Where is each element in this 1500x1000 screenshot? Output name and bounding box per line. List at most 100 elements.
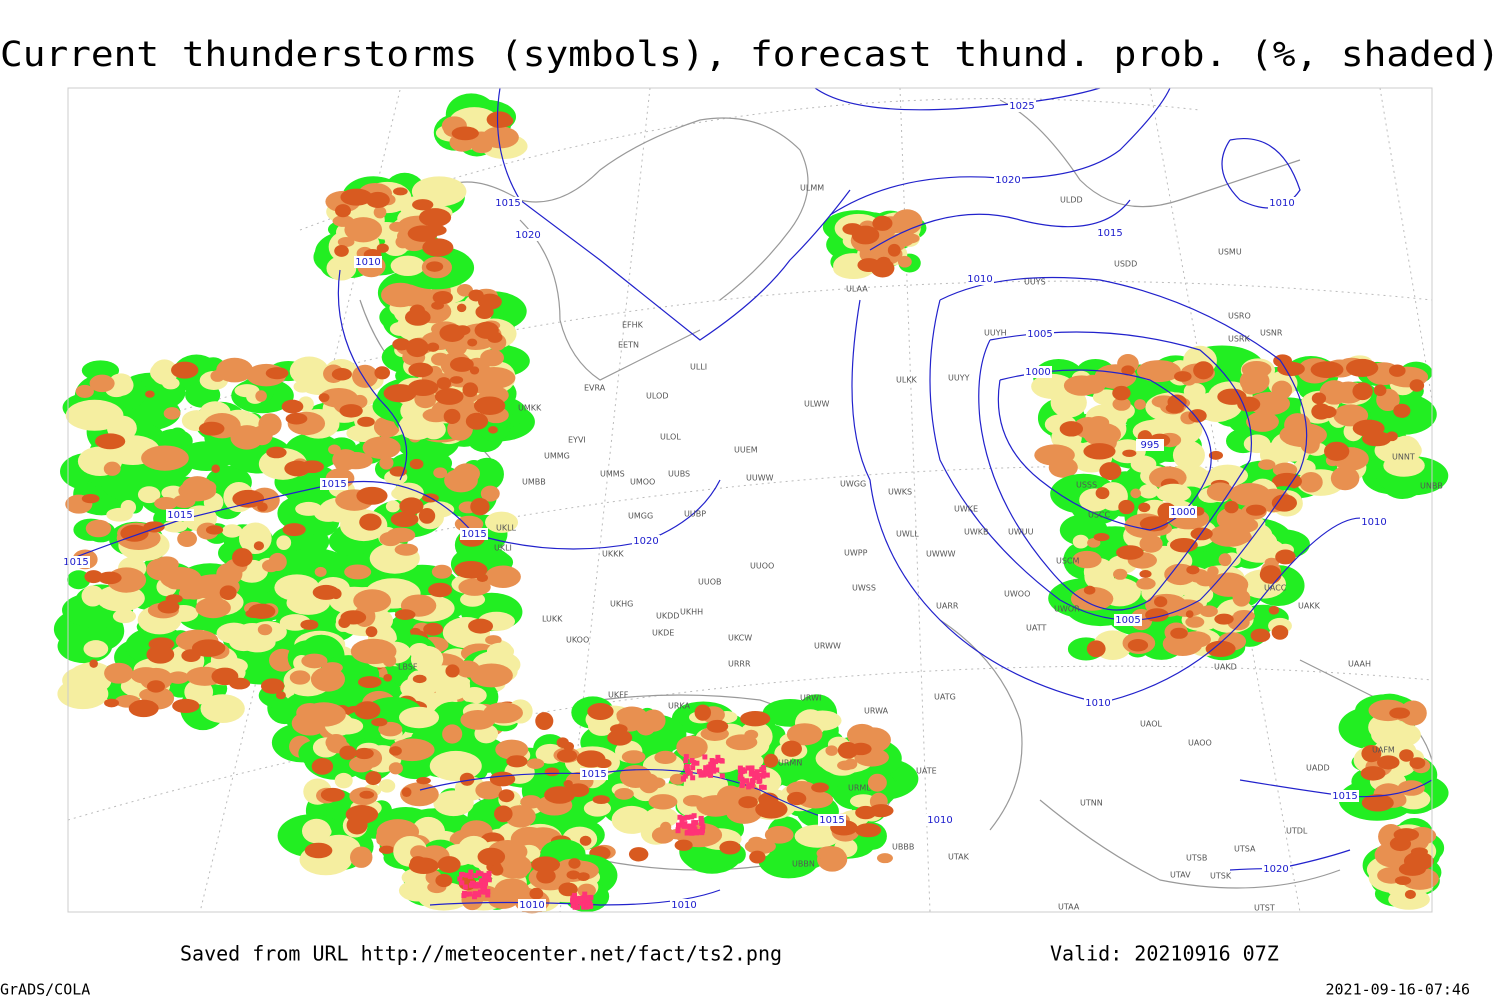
shade-cell: [544, 786, 576, 804]
shade-cell: [1324, 441, 1350, 461]
shade-cell: [797, 790, 834, 809]
shade-cell: [475, 781, 503, 800]
thunderstorm-symbols: [457, 754, 770, 910]
shade-cell: [476, 573, 488, 582]
shade-cell: [1139, 534, 1163, 553]
isobar-label-box: [460, 528, 488, 540]
map-border: [67, 87, 1433, 913]
shade-cell: [1165, 402, 1184, 414]
shade-cell: [1072, 550, 1102, 569]
station-label: UWKE: [954, 505, 978, 514]
shade-cell: [1218, 553, 1232, 567]
shade-cell: [1199, 605, 1218, 618]
shade-cell: [1208, 572, 1249, 597]
station-label: USRO: [1228, 312, 1251, 321]
shade-cell: [740, 710, 771, 727]
storm-symbol: [675, 822, 681, 828]
shade-cell: [216, 357, 254, 383]
storm-symbol: [462, 890, 468, 896]
storm-symbol: [685, 829, 691, 835]
isobar-label-box: [1169, 506, 1197, 518]
shade-cell: [850, 794, 877, 808]
station-label: LUKK: [542, 615, 563, 624]
shade-cell: [340, 610, 367, 625]
credit: GrADS/COLA: [0, 981, 90, 999]
storm-symbol: [745, 765, 751, 771]
shade-cell: [157, 600, 180, 614]
shade-cell: [1156, 483, 1192, 503]
shade-cell: [1136, 360, 1181, 383]
shade-cell: [289, 670, 311, 685]
storm-symbol: [472, 894, 478, 900]
station-label: UWOO: [1004, 590, 1030, 599]
shade-cell: [1122, 449, 1137, 458]
shade-cell: [408, 857, 439, 875]
shade-cell: [394, 609, 416, 620]
shade-cell: [825, 745, 838, 756]
shade-cell: [579, 835, 592, 846]
station-label: UACC: [1264, 584, 1287, 593]
shade-cell: [1345, 358, 1379, 377]
shade-cell: [1121, 365, 1135, 376]
shade-cell: [340, 188, 373, 206]
shade-cell: [81, 493, 100, 504]
shade-cell: [1214, 613, 1234, 625]
shade-cell: [469, 366, 480, 375]
station-label: UAOO: [1188, 739, 1212, 748]
station-label: USDD: [1114, 260, 1137, 269]
shade-cell: [362, 436, 401, 460]
shade-cell: [1403, 851, 1434, 871]
shade-cell: [181, 481, 202, 495]
storm-symbol: [459, 880, 465, 886]
shade-cell: [449, 357, 474, 372]
shade-cell: [1190, 527, 1213, 541]
shade-cell: [1139, 516, 1169, 532]
shade-cell: [429, 750, 482, 782]
shade-cell: [65, 399, 124, 431]
storm-symbol: [588, 894, 594, 900]
station-label: UMGG: [628, 512, 653, 521]
station-label: UATT: [1026, 624, 1046, 633]
shade-cell: [311, 758, 334, 775]
shade-cell: [1093, 533, 1110, 542]
storm-symbol: [683, 758, 689, 764]
station-label: ULKK: [896, 376, 918, 385]
shade-cell: [422, 238, 454, 257]
shade-cell: [146, 645, 175, 664]
shade-cell: [1072, 534, 1089, 549]
shade-cell: [365, 626, 378, 638]
shade-cell: [1139, 484, 1159, 499]
storm-symbol: [708, 761, 714, 767]
shade-cell: [619, 765, 652, 788]
shade-cell: [81, 360, 120, 381]
storm-symbol: [679, 818, 685, 824]
isobar-label: 1015: [461, 529, 486, 540]
shade-cell: [566, 870, 581, 880]
storm-symbol: [699, 820, 705, 826]
shade-cell: [1264, 557, 1280, 568]
shade-cell: [1388, 364, 1406, 377]
shade-cell: [266, 446, 287, 459]
shade-cell: [211, 464, 220, 474]
storm-symbol: [748, 768, 754, 774]
storm-symbol: [689, 830, 695, 836]
shade-cell: [1228, 482, 1271, 507]
shade-cell: [876, 853, 893, 864]
storm-symbol: [681, 823, 687, 829]
shade-cell: [376, 243, 389, 253]
shade-cell: [163, 407, 181, 420]
shade-cell: [1258, 459, 1276, 470]
shade-cell: [421, 419, 446, 440]
shade-cell: [1086, 640, 1106, 658]
storm-symbol: [698, 815, 704, 821]
shade-cell: [281, 399, 304, 414]
shade-cell: [1138, 502, 1151, 513]
isobar-label-box: [62, 556, 90, 568]
shade-cell: [1112, 385, 1131, 401]
shade-cell: [379, 456, 394, 470]
station-label: EETN: [618, 341, 639, 350]
storm-symbol: [738, 775, 744, 781]
storm-symbol: [468, 882, 474, 888]
isobar-label-box: [494, 197, 522, 209]
